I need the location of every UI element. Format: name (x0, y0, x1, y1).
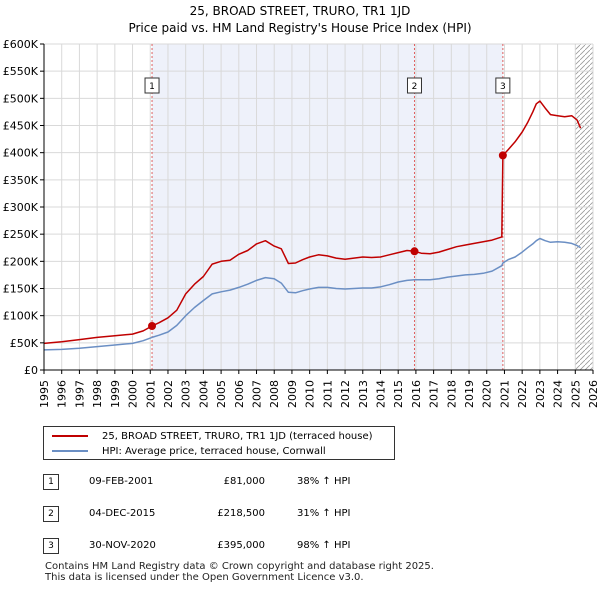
x-tick-label: 2024 (552, 380, 565, 408)
x-tick-label: 1995 (38, 380, 51, 408)
x-tick-label: 2026 (587, 380, 600, 408)
sale-point (148, 321, 157, 330)
x-tick-label: 2012 (339, 380, 352, 408)
legend-entry-property: 25, BROAD STREET, TRURO, TR1 1JD (terrac… (52, 429, 373, 443)
transaction-marker: 3 (43, 538, 59, 554)
y-tick-label: £300K (3, 201, 39, 214)
sale-point (410, 247, 419, 256)
y-tick-label: £450K (3, 120, 39, 133)
x-tick-label: 2021 (498, 380, 511, 408)
y-tick-label: £0 (24, 364, 38, 377)
legend-swatch-hpi (52, 450, 88, 452)
x-tick-label: 2000 (127, 380, 140, 408)
transaction-price: £218,500 (217, 508, 265, 519)
x-tick-label: 2003 (180, 380, 193, 408)
x-tick-label: 2002 (162, 380, 175, 408)
y-tick-label: £500K (3, 92, 39, 105)
chart-title: 25, BROAD STREET, TRURO, TR1 1JD (189, 4, 411, 18)
table-row: 2 04-DEC-2015 £218,500 31% ↑ HPI (43, 506, 463, 522)
footer: Contains HM Land Registry data © Crown c… (45, 561, 434, 583)
x-tick-label: 2004 (197, 380, 210, 408)
sale-label-box (495, 77, 511, 94)
table-row: 1 09-FEB-2001 £81,000 38% ↑ HPI (43, 474, 463, 490)
x-tick-label: 2013 (357, 380, 370, 408)
x-tick-label: 2011 (321, 380, 334, 408)
x-tick-label: 2010 (304, 380, 317, 408)
x-tick-label: 2014 (374, 380, 387, 408)
sale-label-number: 1 (149, 82, 155, 92)
sale-label-box (406, 77, 422, 94)
y-tick-label: £50K (10, 337, 39, 350)
transaction-marker: 2 (43, 506, 59, 522)
y-tick-label: £600K (3, 38, 39, 51)
sale-label-box (144, 77, 160, 94)
x-tick-label: 1996 (56, 380, 69, 408)
transaction-marker: 1 (43, 474, 59, 490)
transaction-hpi: 31% ↑ HPI (297, 508, 351, 519)
x-tick-label: 2007 (251, 380, 264, 408)
x-tick-label: 2016 (410, 380, 423, 408)
x-tick-label: 2015 (392, 380, 405, 408)
legend: 25, BROAD STREET, TRURO, TR1 1JD (terrac… (43, 426, 395, 460)
y-tick-label: £550K (3, 65, 39, 78)
x-tick-label: 2001 (144, 380, 157, 408)
transaction-date: 30-NOV-2020 (89, 540, 156, 551)
x-tick-label: 1997 (73, 380, 86, 408)
footer-license: This data is licensed under the Open Gov… (45, 572, 364, 583)
x-tick-label: 2020 (481, 380, 494, 408)
x-tick-label: 2023 (534, 380, 547, 408)
chart-subtitle: Price paid vs. HM Land Registry's House … (128, 21, 472, 35)
series-line-property (43, 100, 582, 345)
x-tick-label: 2017 (428, 380, 441, 408)
y-tick-label: £350K (3, 174, 39, 187)
series-line-hpi (43, 237, 581, 351)
transaction-hpi: 38% ↑ HPI (297, 476, 351, 487)
x-tick-label: 2009 (286, 380, 299, 408)
x-tick-label: 2006 (233, 380, 246, 408)
x-tick-label: 2005 (215, 380, 228, 408)
table-row: 3 30-NOV-2020 £395,000 98% ↑ HPI (43, 538, 463, 554)
y-tick-label: £150K (3, 283, 39, 296)
transaction-date: 04-DEC-2015 (89, 508, 156, 519)
legend-entry-hpi: HPI: Average price, terraced house, Corn… (52, 444, 326, 458)
x-tick-label: 2025 (569, 380, 582, 408)
transaction-price: £395,000 (217, 540, 265, 551)
price-chart: 1 2 3 £0 £50K £100K £150K £200K £250K £300K £350K £… (3, 38, 600, 408)
x-tick-label: 2022 (516, 380, 529, 408)
y-tick-label: £250K (3, 228, 39, 241)
x-tick-label: 1998 (91, 380, 104, 408)
x-tick-label: 1999 (109, 380, 122, 408)
transaction-date: 09-FEB-2001 (89, 476, 154, 487)
transaction-price: £81,000 (223, 476, 265, 487)
transaction-hpi: 98% ↑ HPI (297, 540, 351, 551)
legend-swatch-property (52, 435, 88, 437)
x-tick-label: 2008 (268, 380, 281, 408)
y-tick-label: £400K (3, 147, 39, 160)
sale-label-number: 2 (412, 82, 418, 92)
sale-point (498, 151, 507, 160)
y-tick-label: £200K (3, 255, 39, 268)
y-tick-label: £100K (3, 310, 39, 323)
legend-label-property: 25, BROAD STREET, TRURO, TR1 1JD (terrac… (102, 430, 373, 442)
x-tick-label: 2019 (463, 380, 476, 408)
legend-label-hpi: HPI: Average price, terraced house, Corn… (102, 445, 326, 457)
x-tick-label: 2018 (445, 380, 458, 408)
sale-label-number: 3 (500, 82, 506, 92)
footer-copyright: Contains HM Land Registry data © Crown c… (45, 561, 434, 572)
